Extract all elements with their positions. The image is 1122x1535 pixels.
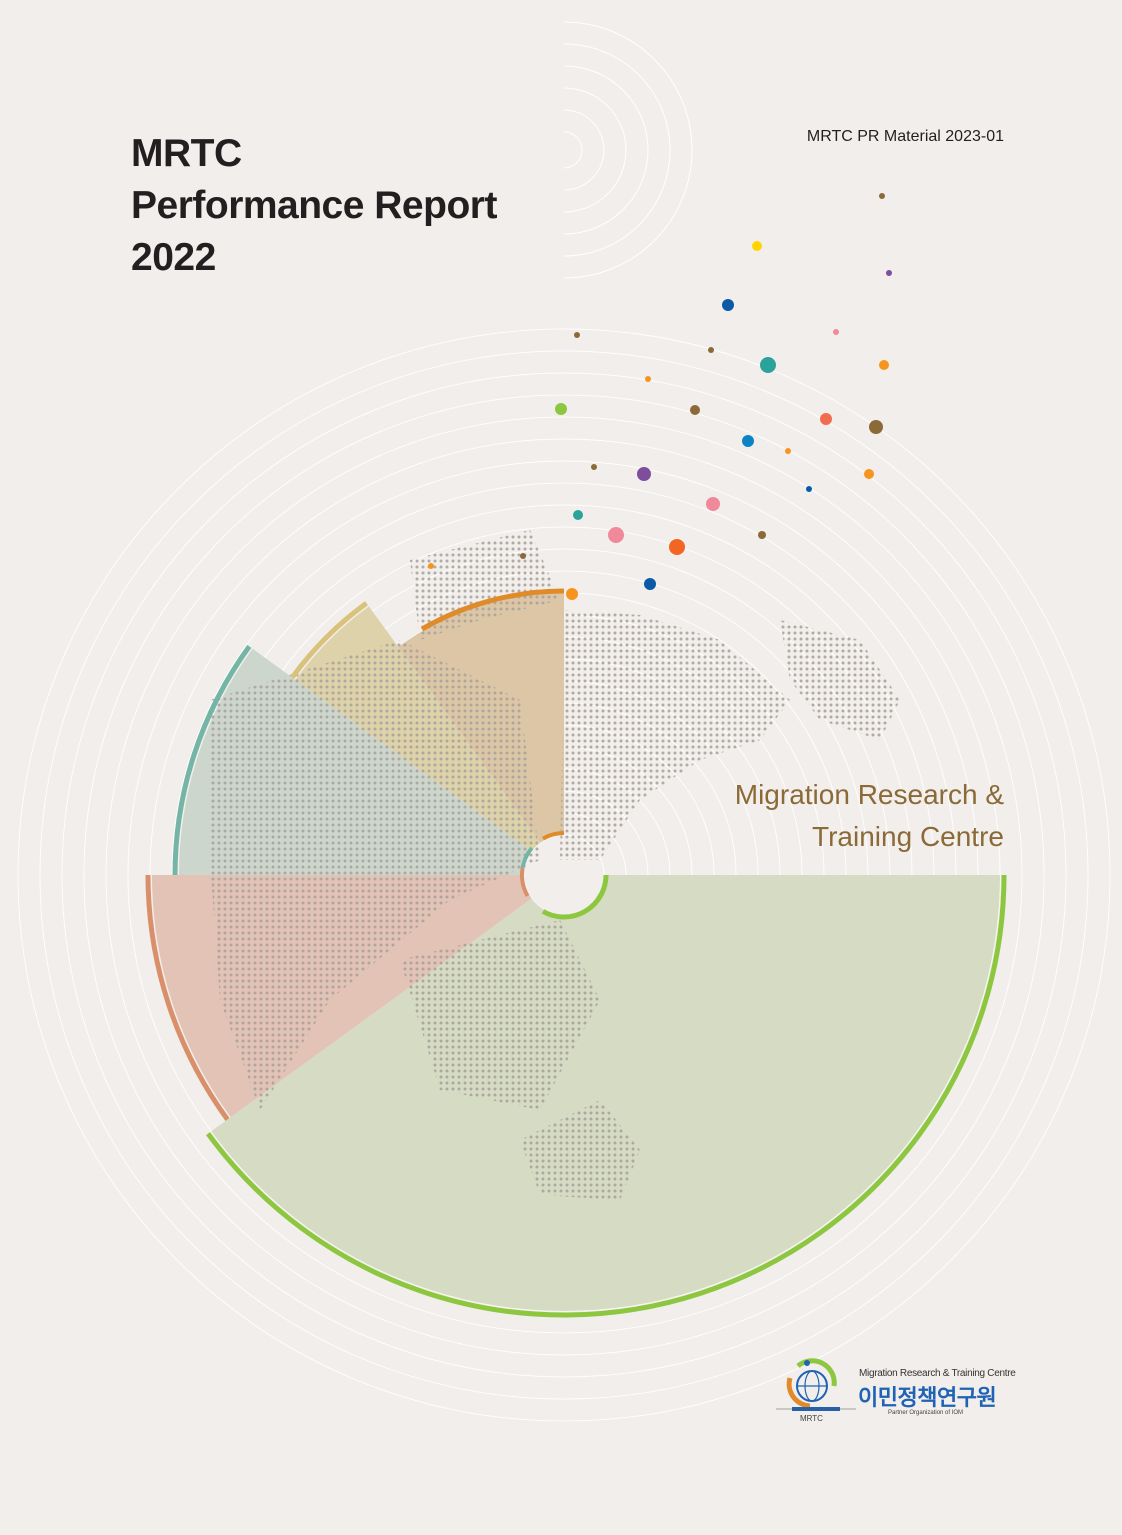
dotted-world-map <box>210 530 900 1200</box>
color-dot <box>574 332 580 338</box>
logo-korean-name: 이민정책연구원 <box>858 1385 997 1410</box>
color-dot <box>886 270 892 276</box>
color-dot <box>742 435 754 447</box>
sector-arc <box>520 846 534 869</box>
title-line-1: MRTC <box>131 132 242 175</box>
color-dot <box>752 241 762 251</box>
sector-arc <box>145 874 230 1121</box>
color-dot <box>637 467 651 481</box>
sector-arcs <box>145 588 1007 1318</box>
color-dot <box>608 527 624 543</box>
ring <box>105 416 1023 1334</box>
color-dot <box>760 357 776 373</box>
material-code: MRTC PR Material 2023-01 <box>806 128 1004 145</box>
ring <box>17 328 1111 1422</box>
floating-dots <box>428 193 892 600</box>
color-dot <box>708 347 714 353</box>
top-ring <box>563 131 583 169</box>
color-dot <box>669 539 685 555</box>
title-line-3: 2022 <box>131 236 216 279</box>
green-sector <box>211 875 1001 1311</box>
color-dot <box>573 510 583 520</box>
ring <box>83 394 1045 1356</box>
sector-arc <box>520 867 530 897</box>
color-dot <box>566 588 578 600</box>
report-title: MRTC Performance Report 2022 <box>131 128 497 284</box>
color-dot <box>520 553 526 559</box>
color-dot <box>706 497 720 511</box>
top-ring <box>563 109 605 191</box>
logo-abbr: MRTC <box>800 1414 823 1423</box>
color-dot <box>864 469 874 479</box>
top-ring <box>563 21 693 279</box>
color-dot <box>428 563 434 569</box>
sector-arc <box>206 874 1007 1318</box>
color-dot <box>820 413 832 425</box>
logo-subtitle: Partner Organization of IOM <box>888 1410 964 1416</box>
color-dot <box>591 464 597 470</box>
color-dot <box>879 193 885 199</box>
color-dot <box>644 578 656 590</box>
top-ring <box>563 43 671 257</box>
ring <box>39 350 1089 1400</box>
top-ring <box>563 87 627 213</box>
color-dot <box>869 420 883 434</box>
top-ring <box>563 65 649 235</box>
title-line-2: Performance Report <box>131 184 497 227</box>
color-dot <box>833 329 839 335</box>
color-dot <box>879 360 889 370</box>
sector-arc <box>541 874 609 920</box>
color-dot <box>758 531 766 539</box>
color-dot <box>555 403 567 415</box>
mrtc-logo: MRTC Migration Research & Training Centr… <box>776 1358 1016 1428</box>
ring <box>61 372 1067 1378</box>
color-dot <box>806 486 812 492</box>
color-dot <box>690 405 700 415</box>
sector-arc <box>420 588 565 632</box>
sector-arc <box>542 831 565 841</box>
sector-arc <box>172 644 252 876</box>
color-dot <box>645 376 651 382</box>
centre-name-line-1: Migration Research & <box>734 779 1004 810</box>
sector-arc <box>290 601 368 679</box>
logo-english-name: Migration Research & Training Centre <box>859 1368 1016 1379</box>
centre-name: Migration Research & Training Centre <box>735 774 1004 858</box>
centre-name-line-2: Training Centre <box>812 821 1004 852</box>
color-dot <box>722 299 734 311</box>
globe-logo-icon <box>776 1358 856 1411</box>
color-dot <box>785 448 791 454</box>
